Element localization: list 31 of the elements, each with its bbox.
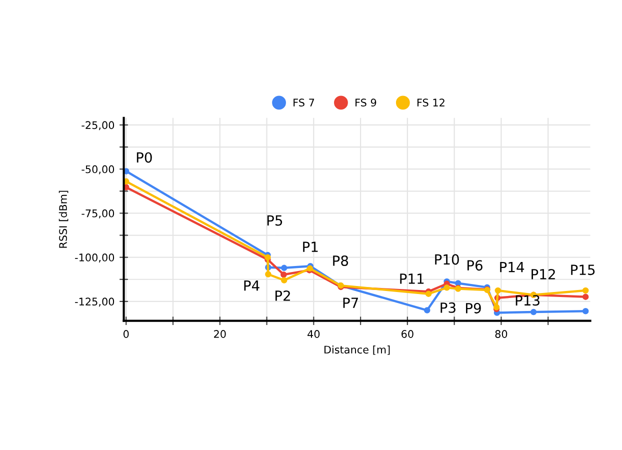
- y-tick-label: -25,00: [82, 121, 114, 130]
- annotation: P14: [500, 262, 524, 272]
- annotation: P0: [136, 152, 152, 163]
- x-tick-label: 80: [495, 330, 508, 338]
- annotation: P3: [440, 302, 456, 313]
- x-tick-label: 0: [123, 330, 129, 338]
- y-tick-label: -125,00: [75, 298, 114, 307]
- annotation: P1: [303, 242, 318, 252]
- annotation: P13: [516, 295, 540, 306]
- y-tick-label: -100,00: [75, 254, 114, 262]
- annotation: P8: [333, 255, 348, 266]
- annotation: P5: [267, 215, 282, 226]
- x-tick-label: 60: [402, 330, 414, 338]
- x-tick-label: 20: [214, 330, 226, 338]
- annotation: P7: [343, 298, 358, 308]
- annotation: P6: [467, 260, 482, 271]
- legend-label: FS 9: [356, 98, 376, 107]
- y-tick-label: -75,00: [82, 209, 114, 218]
- x-tick-label: 40: [308, 330, 320, 338]
- legend-label: FS 7: [294, 98, 314, 107]
- annotation: P2: [275, 290, 290, 301]
- annotation: P15: [571, 264, 595, 276]
- legend-label: FS 12: [417, 98, 444, 107]
- x-axis-title: Distance [m]: [324, 346, 390, 355]
- annotation: P12: [532, 268, 555, 280]
- annotation: P9: [466, 302, 481, 314]
- annotation: P10: [435, 254, 459, 265]
- y-tick-label: -50,00: [82, 165, 114, 174]
- y-axis-title: RSSI [dBm]: [58, 190, 68, 248]
- annotation: P11: [400, 274, 424, 284]
- annotation: P4: [244, 280, 260, 291]
